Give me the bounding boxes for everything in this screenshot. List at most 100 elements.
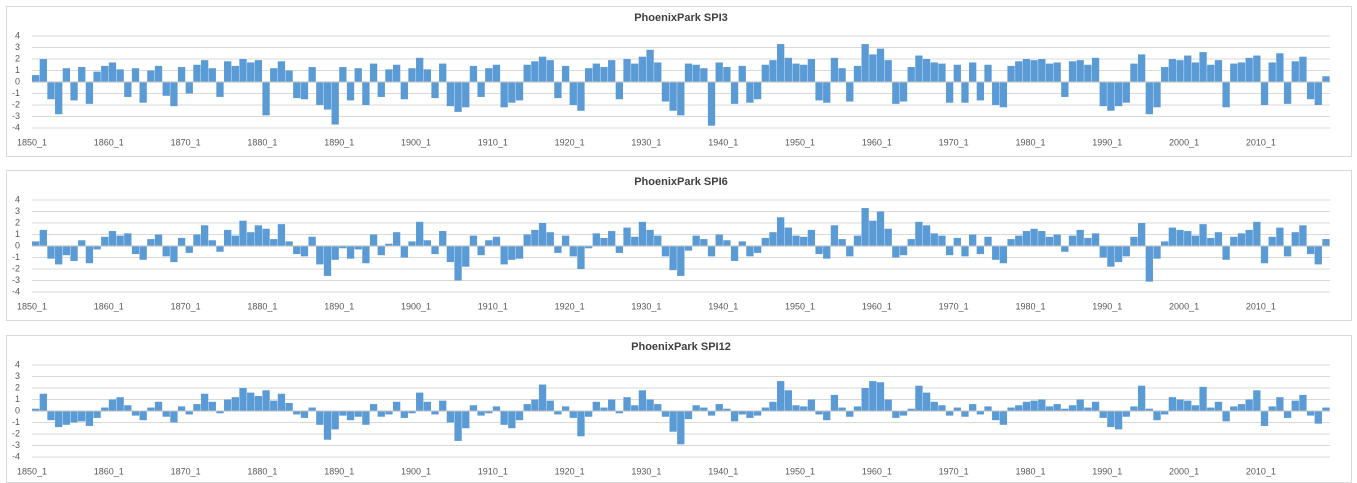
bar [1061, 246, 1069, 252]
bar [784, 57, 792, 82]
bar [1260, 82, 1269, 105]
x-tick-label: 1930_1 [631, 466, 661, 476]
x-tick-label: 1940_1 [708, 466, 738, 476]
bar [216, 411, 224, 414]
bar [1061, 408, 1069, 411]
bar [369, 404, 378, 411]
bar [1322, 76, 1330, 82]
bar [247, 232, 255, 246]
bar [1130, 406, 1138, 411]
bar [439, 400, 447, 411]
bar [1122, 82, 1130, 103]
bar [1176, 60, 1184, 82]
bar [815, 246, 823, 255]
bar [193, 64, 201, 82]
bar [1038, 59, 1046, 82]
bar [1137, 385, 1146, 411]
bar [554, 246, 562, 253]
bar [1283, 411, 1292, 418]
bar [684, 411, 693, 420]
bar [869, 381, 877, 411]
bar [753, 246, 762, 253]
bar [976, 82, 984, 101]
bar [1214, 60, 1223, 82]
y-tick-label: 2 [15, 53, 20, 63]
x-tick-label: 1900_1 [401, 301, 431, 311]
bar [892, 246, 900, 258]
bar [300, 411, 309, 418]
bar [62, 246, 71, 256]
bar [408, 241, 416, 246]
bar [899, 411, 908, 416]
x-tick-label: 1950_1 [785, 301, 815, 311]
bar [385, 243, 393, 246]
bar [953, 237, 961, 246]
bar [500, 82, 508, 108]
bar [462, 246, 470, 267]
bar [554, 82, 562, 99]
bar [938, 235, 946, 246]
y-tick-label: 0 [15, 240, 20, 250]
bar [1091, 57, 1100, 82]
bar [853, 235, 862, 246]
bar [961, 82, 969, 103]
bar [800, 236, 808, 246]
bar [584, 68, 593, 82]
bar [853, 65, 862, 82]
x-tick-label: 1860_1 [94, 137, 124, 147]
x-tick-label: 1950_1 [785, 137, 815, 147]
bar [1291, 400, 1299, 411]
bar [684, 63, 693, 82]
bar [807, 59, 816, 82]
bar [1161, 411, 1169, 415]
bar [1099, 246, 1107, 258]
bar [354, 411, 362, 417]
bar [730, 246, 739, 261]
x-tick-label: 1920_1 [555, 466, 585, 476]
bar [1306, 246, 1315, 255]
bar [354, 68, 362, 82]
bar [1299, 394, 1307, 411]
bar [78, 240, 86, 246]
bar [339, 246, 347, 249]
bar [1061, 82, 1069, 97]
bar [1114, 82, 1123, 107]
bar [193, 234, 201, 246]
bar [930, 401, 938, 411]
bar [792, 63, 800, 82]
y-tick-label: 4 [15, 30, 20, 40]
bar [477, 82, 485, 97]
bar [469, 65, 478, 82]
bar [945, 246, 954, 256]
bar [1237, 404, 1246, 411]
bar [1168, 397, 1177, 411]
bar [62, 411, 71, 425]
bar [408, 411, 416, 414]
bar [899, 246, 908, 256]
bar [1153, 82, 1161, 108]
bar [1168, 227, 1177, 246]
bar [692, 235, 700, 246]
bar [362, 411, 370, 425]
bar [546, 400, 554, 411]
bar [492, 406, 501, 411]
y-tick-label: -1 [12, 88, 20, 98]
bar [423, 240, 432, 246]
bar [761, 64, 769, 82]
bar [815, 411, 823, 415]
bar [623, 59, 631, 82]
x-tick-label: 1940_1 [708, 137, 738, 147]
y-tick-label: 1 [15, 229, 20, 239]
bar [823, 82, 831, 103]
bar [523, 234, 531, 246]
bar [953, 407, 961, 411]
bar [439, 63, 447, 82]
bar [638, 390, 647, 411]
bar [531, 399, 539, 411]
bar [661, 246, 670, 257]
bar [715, 404, 723, 411]
bar [677, 411, 685, 445]
bar [316, 246, 324, 265]
bar [431, 82, 439, 99]
bar [815, 82, 823, 101]
